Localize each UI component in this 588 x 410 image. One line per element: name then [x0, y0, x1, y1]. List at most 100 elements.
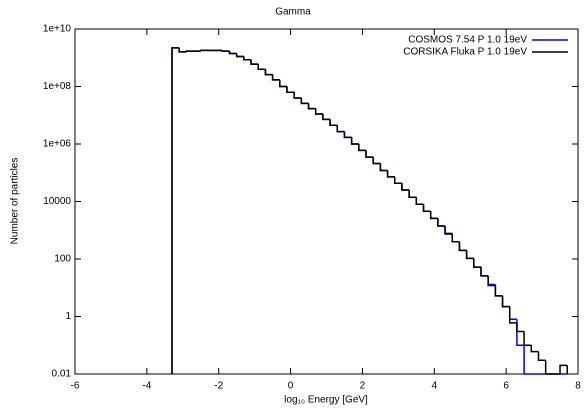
histogram-step: [365, 150, 374, 158]
histogram-step: [415, 197, 424, 206]
histogram-step: [501, 295, 510, 308]
histogram-step: [171, 47, 180, 374]
histogram-step: [329, 119, 338, 126]
y-tick-label: 0.01: [52, 369, 72, 380]
x-tick-label: -2: [214, 381, 223, 392]
y-tick-label: 1e+10: [43, 24, 72, 35]
histogram-step: [336, 125, 345, 133]
histogram-step: [501, 295, 510, 308]
histogram-step: [293, 92, 302, 99]
histogram-step: [358, 144, 367, 152]
histogram-step: [200, 49, 208, 52]
histogram-step: [264, 69, 273, 76]
histogram-step: [250, 59, 259, 65]
histogram-step: [437, 218, 446, 227]
histogram-step: [544, 360, 553, 375]
x-tick-label: 8: [575, 381, 581, 392]
histogram-step: [372, 157, 381, 165]
histogram-step: [508, 306, 517, 321]
histogram-step: [279, 79, 287, 88]
histogram-step: [221, 50, 230, 52]
histogram-step: [458, 241, 467, 252]
histogram-step: [243, 56, 252, 61]
histogram-step: [257, 64, 266, 70]
histogram-step: [314, 108, 323, 115]
histogram-step: [264, 69, 273, 76]
histogram-step: [473, 258, 481, 268]
histogram-step: [257, 64, 266, 70]
histogram-step: [465, 250, 474, 260]
histogram-step: [279, 79, 287, 88]
histogram-step: [480, 267, 489, 277]
histogram-step: [401, 183, 410, 191]
x-tick-label: 6: [503, 381, 509, 392]
histogram-step: [487, 275, 496, 287]
histogram-step: [271, 74, 280, 81]
histogram-step: [508, 306, 517, 324]
histogram-step: [422, 204, 431, 212]
histogram-step: [559, 364, 568, 374]
histogram-step: [437, 218, 446, 227]
histogram-step: [314, 108, 323, 115]
legend-label: CORSIKA Fluka P 1.0 19eV: [403, 47, 527, 58]
histogram-step: [473, 258, 481, 268]
histogram-step: [401, 183, 410, 191]
histogram-step: [480, 267, 489, 277]
histogram-step: [494, 285, 503, 297]
x-tick-label: 0: [288, 381, 294, 392]
x-tick-label: 4: [432, 381, 438, 392]
y-tick-label: 100: [54, 254, 71, 265]
histogram-step: [394, 176, 402, 185]
histogram-step: [322, 114, 331, 121]
histogram-step: [329, 119, 338, 126]
chart-title: Gamma: [275, 7, 311, 18]
histogram-step: [293, 92, 302, 99]
histogram-step: [228, 51, 237, 55]
histogram-step: [516, 322, 525, 333]
x-axis-label: log₁₀ Energy [GeV]: [284, 395, 368, 406]
histogram-step: [379, 163, 388, 172]
histogram-step: [465, 250, 474, 260]
y-tick-label: 10000: [43, 196, 71, 207]
histogram-step: [394, 176, 402, 185]
histogram-step: [343, 131, 352, 139]
legend-label: COSMOS 7.54 P 1.0 19eV: [408, 35, 527, 46]
histogram-step: [429, 211, 438, 220]
histogram-step: [429, 211, 438, 220]
histogram-step: [307, 103, 316, 110]
histogram-step: [458, 241, 467, 252]
histogram-step: [235, 53, 244, 58]
histogram-step: [451, 234, 460, 243]
histogram-step: [300, 97, 309, 105]
y-axis-label: Number of particles: [10, 158, 21, 245]
histogram-step: [358, 144, 367, 152]
x-tick-label: -4: [142, 381, 151, 392]
histogram-step: [286, 86, 295, 94]
y-tick-label: 1e+06: [43, 139, 72, 150]
histogram-step: [444, 226, 453, 235]
histogram-step: [415, 197, 424, 206]
histogram-step: [523, 331, 532, 346]
x-tick-label: -6: [71, 381, 80, 392]
histogram-step: [379, 163, 388, 172]
histogram-step: [300, 97, 309, 105]
histogram-step: [350, 137, 359, 145]
y-tick-label: 1e+08: [43, 81, 72, 92]
histogram-step: [523, 345, 532, 375]
histogram-step: [451, 233, 460, 243]
histogram-step: [178, 47, 187, 53]
histogram-step: [171, 47, 180, 374]
histogram-step: [307, 103, 316, 110]
histogram-step: [408, 190, 417, 199]
plot-frame: [74, 28, 579, 375]
histogram-step: [386, 170, 395, 178]
histogram-step: [185, 50, 194, 52]
histogram-step: [487, 275, 496, 286]
histogram-step: [350, 137, 359, 145]
histogram-step: [494, 284, 503, 297]
histogram-step: [336, 125, 345, 133]
histogram-step: [408, 190, 417, 199]
histogram-step: [386, 170, 395, 178]
histogram-step: [322, 114, 331, 121]
